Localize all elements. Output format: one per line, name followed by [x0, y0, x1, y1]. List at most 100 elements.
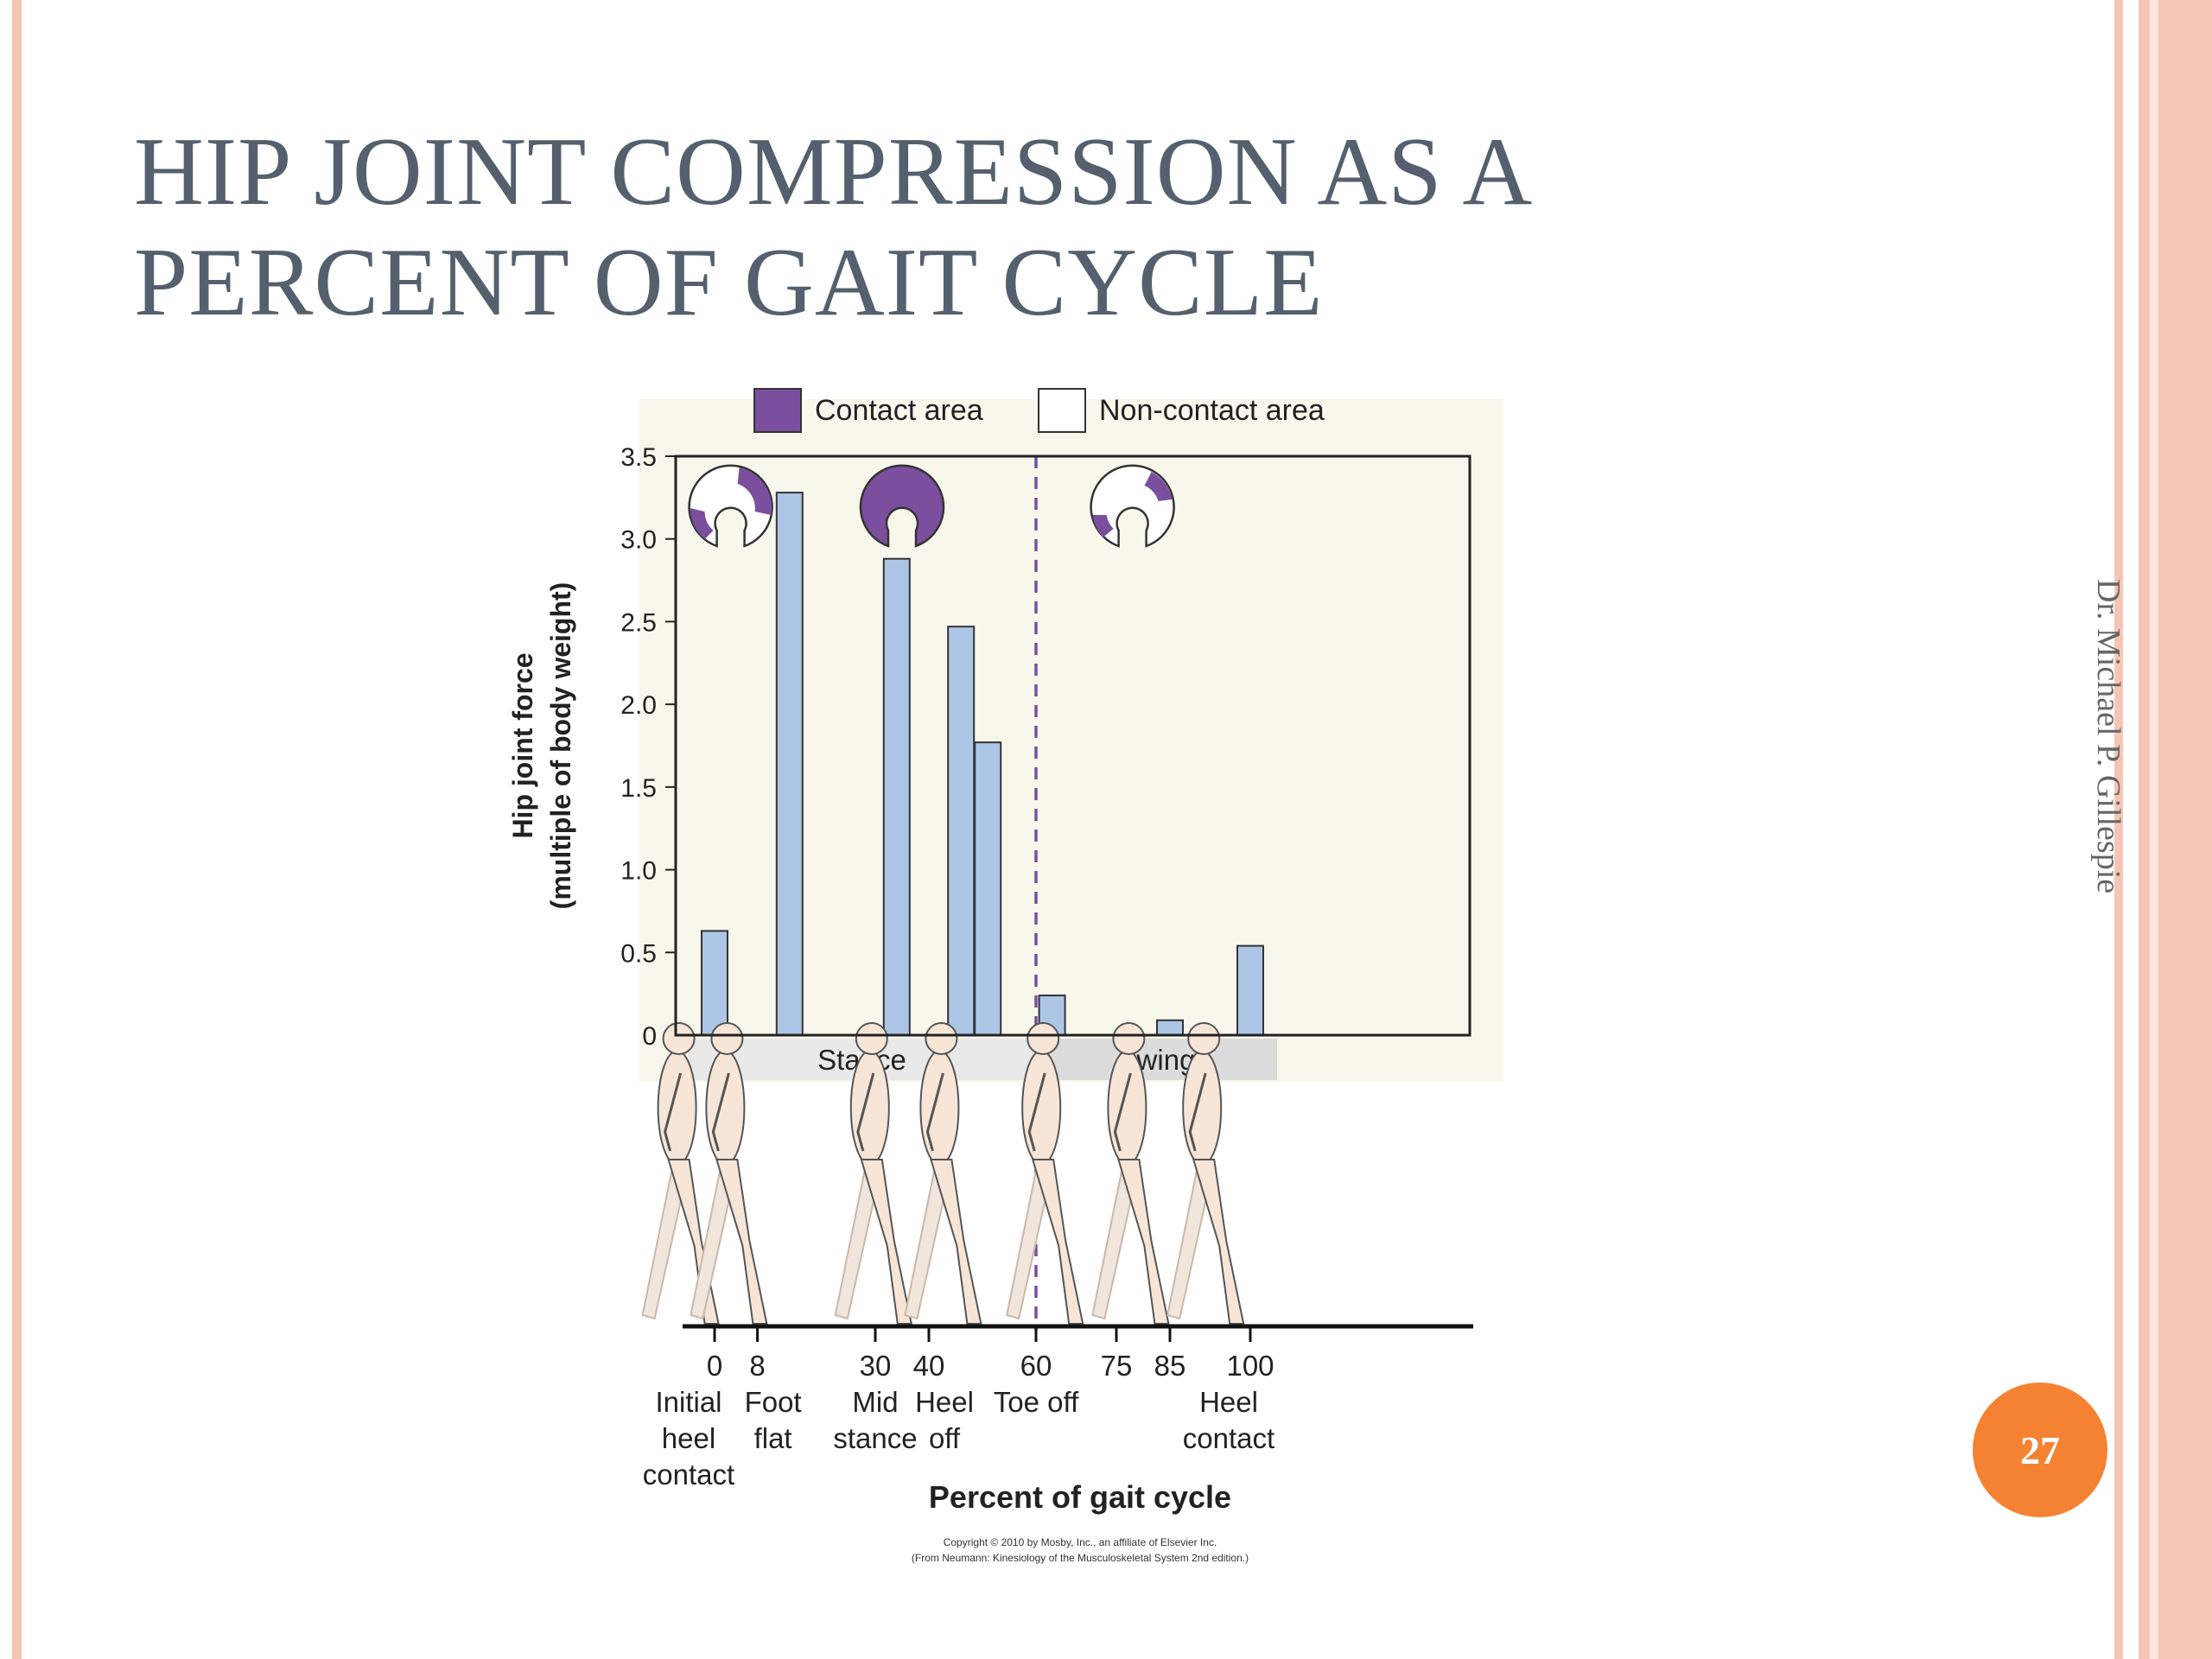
y-axis: 0 0.5 1.0 1.5 2.0 2.5 3.0 3.5: [620, 443, 676, 1051]
walking-figure: [690, 1022, 768, 1325]
x-tick-label: 60: [1020, 1350, 1052, 1382]
bar: [947, 626, 976, 1036]
walking-figures: [641, 1022, 1245, 1325]
author-credit: Dr. Michael P. Gillespie: [2090, 579, 2126, 894]
bar: [882, 557, 911, 1036]
gait-event-label: heel: [662, 1422, 715, 1454]
legend-noncontact-label: Non-contact area: [1099, 394, 1325, 427]
gait-event-label: Toe off: [994, 1386, 1079, 1418]
y-axis-label-line-1: Hip joint force: [507, 652, 538, 838]
y-tick-label: 1.5: [620, 774, 657, 803]
gait-event-label: contact: [643, 1459, 734, 1491]
y-tick-label: 3.0: [620, 526, 657, 555]
y-tick-label: 0: [642, 1022, 657, 1051]
walking-figure: [1166, 1022, 1245, 1325]
gait-event-label: Heel: [1199, 1386, 1258, 1418]
figure-torso: [1182, 1050, 1223, 1166]
figure-arm: [925, 1072, 944, 1152]
hip-contact-icon: [1090, 464, 1175, 548]
figure-torso: [657, 1050, 697, 1166]
figure-arm: [711, 1072, 730, 1152]
bar: [1236, 944, 1264, 1037]
figure-front-leg: [860, 1159, 913, 1325]
walking-figure: [834, 1022, 913, 1325]
y-tick-label: 3.5: [620, 443, 657, 472]
y-tick-label: 2.0: [620, 691, 657, 720]
figure-torso: [705, 1050, 746, 1166]
figure-torso: [1107, 1050, 1147, 1166]
left-border-stripe: [12, 0, 22, 1659]
gait-event-label: contact: [1183, 1422, 1274, 1454]
figure-head: [710, 1022, 744, 1055]
contact-patch: [1144, 472, 1173, 501]
bar: [775, 492, 804, 1037]
x-tick-label: 30: [860, 1350, 892, 1382]
walking-figure: [904, 1022, 982, 1325]
right-border-inner-stripe: [2150, 0, 2158, 1659]
figure-front-leg: [1192, 1159, 1245, 1325]
hip-contact-icon: [859, 464, 945, 548]
walking-figure: [1006, 1022, 1084, 1325]
x-tick-label: 8: [749, 1350, 765, 1382]
figure-head: [855, 1022, 888, 1055]
page-number-badge: 27: [1973, 1382, 2107, 1517]
figure-back-leg: [641, 1166, 683, 1320]
y-tick-label: 0.5: [620, 939, 657, 968]
figure-front-leg: [715, 1159, 768, 1325]
title-line-2: PERCENT OF GAIT CYCLE: [134, 229, 1324, 336]
x-axis: 0 Initial heel contact 8 Foot flat 30 Mid stance 4…: [643, 1324, 1473, 1491]
y-tick-label: 1.0: [620, 857, 657, 886]
title-line-1: HIP JOINT COMPRESSION AS A: [134, 118, 1534, 226]
gait-event-label: off: [929, 1422, 961, 1454]
figure-arm: [664, 1072, 683, 1152]
x-tick-label: 100: [1226, 1350, 1274, 1382]
gait-event-label: Heel: [915, 1386, 974, 1418]
figure-torso: [1021, 1050, 1062, 1166]
slide-title: HIP JOINT COMPRESSION AS A PERCENT OF GA…: [134, 117, 1732, 338]
figure-head: [662, 1022, 696, 1055]
phase-band-swing: [1036, 1039, 1277, 1080]
y-tick-label: 2.5: [620, 608, 657, 637]
figure-front-leg: [930, 1159, 982, 1325]
legend-noncontact-swatch: [1038, 388, 1086, 433]
figure-head: [1187, 1022, 1221, 1055]
copyright-line-1: Copyright © 2010 by Mosby, Inc., an affi…: [943, 1536, 1217, 1548]
plot-frame: [674, 454, 1471, 1037]
figure-back-leg: [834, 1166, 876, 1320]
figure-back-leg: [1166, 1166, 1209, 1320]
legend-contact-label: Contact area: [815, 394, 983, 427]
gait-event-label: Initial: [655, 1386, 721, 1418]
figure-arm: [1188, 1072, 1207, 1152]
x-tick-label: 0: [707, 1350, 722, 1382]
legend-contact-swatch: [753, 388, 802, 433]
figure-arm: [1113, 1072, 1132, 1152]
gait-event-label: Mid: [852, 1386, 898, 1418]
x-axis-title: Percent of gait cycle: [929, 1479, 1231, 1515]
figure-arm: [1027, 1072, 1046, 1152]
bar: [974, 741, 1002, 1036]
gait-event-label: flat: [754, 1422, 792, 1454]
bars: [701, 456, 1264, 1331]
bar: [1156, 1019, 1184, 1036]
hip-force-chart: Contact area Non-contact area 0 0.5 1.0 1.5…: [507, 388, 1503, 1515]
bar: [701, 930, 728, 1037]
x-tick-label: 75: [1101, 1350, 1133, 1382]
figure-head: [1112, 1022, 1146, 1055]
gait-event-label: Foot: [745, 1386, 802, 1418]
contact-ring: [859, 464, 945, 548]
figure-torso: [849, 1050, 890, 1166]
contact-patch: [737, 467, 772, 515]
copyright-line-2: (From Neumann: Kinesiology of the Muscul…: [911, 1552, 1249, 1564]
walking-figure: [1091, 1022, 1170, 1325]
figure-torso: [919, 1050, 960, 1166]
figure-back-leg: [1091, 1166, 1134, 1320]
right-border-stripe: [2114, 0, 2123, 1659]
contact-patch: [690, 508, 714, 539]
figure-arm: [856, 1072, 875, 1152]
gait-event-label: stance: [833, 1422, 917, 1454]
hip-contact-icon: [688, 464, 773, 548]
figure-head: [925, 1022, 958, 1055]
x-tick-label: 85: [1154, 1350, 1186, 1382]
contact-icons: [688, 464, 1175, 548]
figure-back-leg: [1006, 1166, 1048, 1320]
